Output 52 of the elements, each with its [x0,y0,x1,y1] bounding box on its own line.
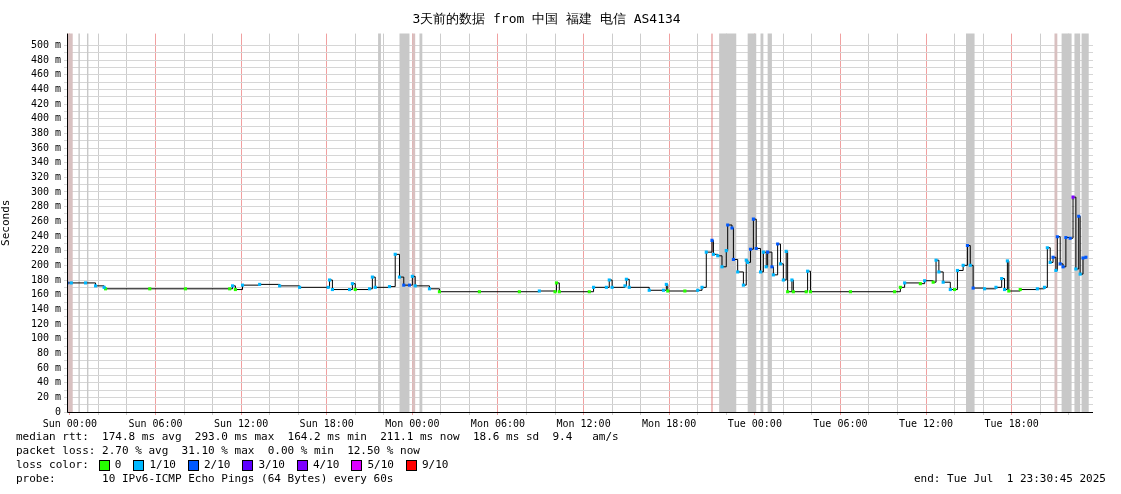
y-tick-label: 200 m [30,258,61,270]
y-tick-label: 300 m [30,185,61,197]
y-tick-label: 220 m [30,244,61,256]
y-tick-label: 260 m [30,214,61,226]
x-tick-label: Sun 12:00 [214,417,269,429]
y-tick-label: 160 m [30,288,61,300]
x-tick-label: Tue 00:00 [727,417,782,429]
y-tick-label: 400 m [30,112,61,124]
y-tick-label: 380 m [30,126,61,138]
y-tick-label: 0 [54,405,61,417]
y-tick-label: 280 m [30,200,61,212]
legend-label: 5/10 [367,458,394,472]
chart-title: 3天前的数据 from 中国 福建 电信 AS4134 [412,11,681,27]
y-tick-label: 340 m [30,156,61,168]
y-tick-label: 360 m [30,141,61,153]
legend-label: 2/10 [203,458,231,472]
text: packet loss: 2.70 % avg 31.10 % max 0.00 % min 12.50 % now [16,444,420,458]
x-tick-label: Tue 18:00 [984,417,1039,429]
y-tick-label: 500 m [30,38,61,50]
x-tick-label: Mon 06:00 [470,417,526,429]
text: median rtt: 174.8 ms avg 293.0 ms max 164.2 ms min 211.1 ms now 18.6 ms sd 9.4 am/s [16,430,619,444]
legend-label: 4/10 [312,458,340,472]
y-tick-label: 80 m [36,346,61,358]
y-tick-label: 140 m [30,302,61,314]
y-tick-label: 120 m [30,317,61,329]
x-tick-label: Mon 12:00 [556,417,611,429]
y-tick-label: 320 m [30,170,61,182]
y-tick-label: 180 m [30,273,61,285]
y-tick-label: 60 m [36,361,61,373]
y-tick-label: 460 m [30,68,61,80]
legend-label: 9/10 [421,458,449,472]
x-tick-label: Sun 06:00 [128,417,183,429]
y-tick-label: 20 m [36,390,61,402]
legend-label: 0 [114,458,122,472]
y-tick-label: 40 m [36,376,61,388]
legend-title: loss color: [16,458,89,472]
y-tick-label: 480 m [30,53,61,65]
x-tick-label: Mon 00:00 [385,417,440,429]
y-axis-title: Seconds [0,199,13,246]
legend-label: 3/10 [258,458,285,472]
x-tick-label: Tue 12:00 [898,417,954,429]
y-tick-label: 100 m [30,332,61,344]
x-tick-label: Sun 18:00 [299,417,354,429]
x-tick-label: Sun 00:00 [42,417,97,429]
legend-label: 1/10 [149,458,176,472]
x-tick-label: Mon 18:00 [642,417,697,429]
y-tick-label: 440 m [30,82,61,94]
x-tick-label: Tue 06:00 [813,417,868,429]
text: end: Tue Jul 1 23:30:45 2025 [913,472,1106,486]
y-tick-label: 240 m [30,229,61,241]
y-tick-label: 420 m [30,97,61,109]
text: probe: 10 IPv6-ICMP Echo Pings (64 Bytes) every 60s [16,472,394,486]
